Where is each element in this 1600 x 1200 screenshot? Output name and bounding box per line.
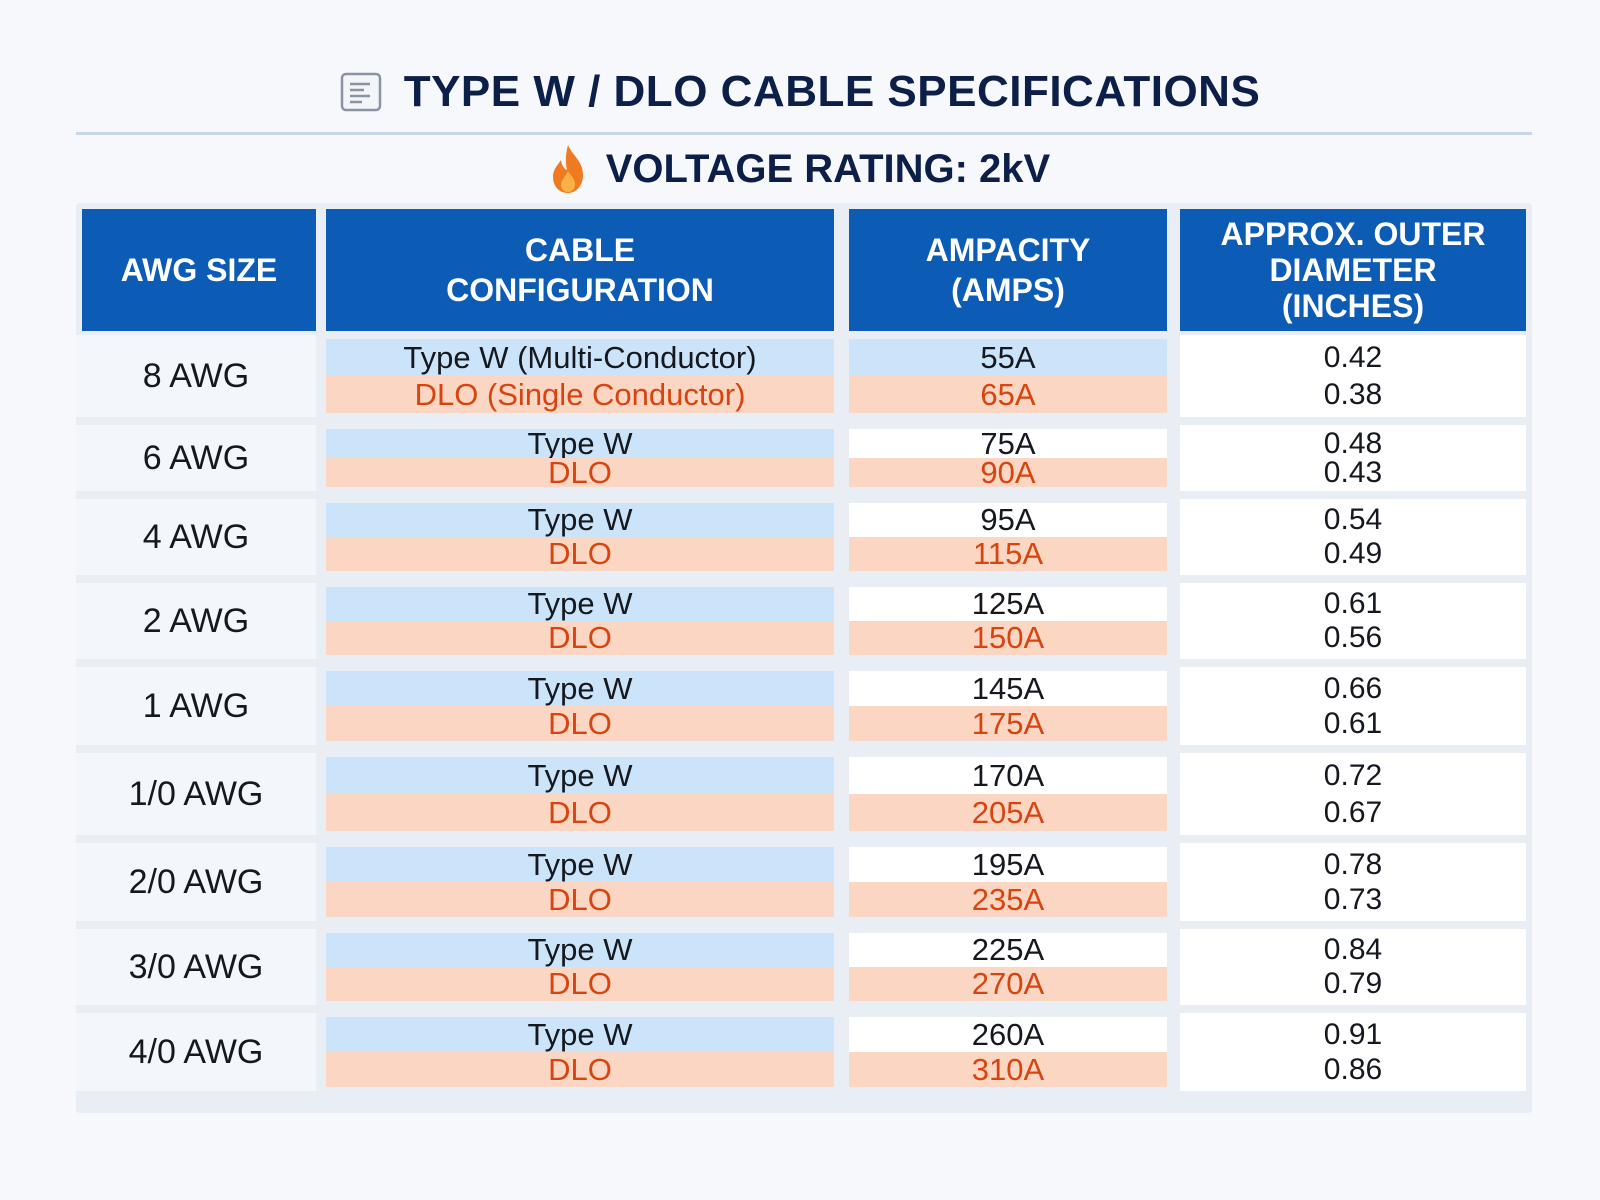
title-divider — [76, 132, 1532, 135]
config-dlo-cell: DLO — [326, 966, 834, 1001]
config-dlo-cell: DLO — [326, 882, 834, 917]
ampacity-type-w-cell: 125A — [849, 586, 1167, 621]
ampacity-type-w-cell: 260A — [849, 1017, 1167, 1052]
header-ampacity: AMPACITY (AMPS) — [849, 209, 1167, 331]
awg-size-cell: 1/0 AWG — [76, 753, 316, 835]
table-row: 3/0 AWG Type W DLO 225A 270A 0.84 0.79 — [76, 929, 1532, 1005]
config-dlo-cell: DLO — [326, 455, 834, 490]
table-row: 2/0 AWG Type W DLO 195A 235A 0.78 0.73 — [76, 843, 1532, 921]
awg-size-cell: 8 AWG — [76, 335, 316, 417]
od-dlo-value: 0.86 — [1323, 1053, 1383, 1086]
ampacity-type-w-cell: 75A — [849, 426, 1167, 461]
od-dlo-value: 0.73 — [1323, 883, 1383, 916]
ampacity-type-w-cell: 55A — [849, 339, 1167, 376]
config-type-w-cell: Type W — [326, 502, 834, 537]
config-dlo-cell: DLO — [326, 794, 834, 831]
subtitle-row: VOLTAGE RATING: 2kV — [0, 140, 1600, 198]
awg-size-cell: 1 AWG — [76, 667, 316, 745]
table-row: 4 AWG Type W DLO 95A 115A 0.54 0.49 — [76, 499, 1532, 575]
awg-size-cell: 3/0 AWG — [76, 929, 316, 1005]
config-type-w-cell: Type W (Multi-Conductor) — [326, 339, 834, 376]
ampacity-dlo-cell: 270A — [849, 966, 1167, 1001]
od-type-w-value: 0.61 — [1323, 587, 1383, 620]
table-row: 6 AWG Type W DLO 75A 90A 0.48 0.43 — [76, 425, 1532, 491]
ampacity-dlo-cell: 175A — [849, 706, 1167, 741]
od-type-w-value: 0.66 — [1323, 672, 1383, 705]
od-type-w-value: 0.72 — [1323, 759, 1383, 792]
od-type-w-value: 0.84 — [1323, 933, 1383, 966]
od-type-w-value: 0.48 — [1323, 427, 1383, 460]
document-icon — [340, 72, 382, 112]
outer-diameter-cell: 0.66 0.61 — [1180, 667, 1526, 745]
awg-size-cell: 4/0 AWG — [76, 1013, 316, 1091]
outer-diameter-cell: 0.48 0.43 — [1180, 425, 1526, 491]
od-dlo-value: 0.56 — [1323, 621, 1383, 654]
od-type-w-value: 0.91 — [1323, 1018, 1383, 1051]
table-row: 8 AWG Type W (Multi-Conductor) DLO (Single… — [76, 335, 1532, 417]
page-title: TYPE W / DLO CABLE SPECIFICATIONS — [403, 67, 1261, 116]
title-row: TYPE W / DLO CABLE SPECIFICATIONS — [0, 62, 1600, 122]
outer-diameter-cell: 0.84 0.79 — [1180, 929, 1526, 1005]
config-type-w-cell: Type W — [326, 426, 834, 461]
ampacity-dlo-cell: 150A — [849, 620, 1167, 655]
config-dlo-cell: DLO — [326, 706, 834, 741]
config-type-w-cell: Type W — [326, 671, 834, 706]
header-awg-size: AWG SIZE — [82, 209, 316, 331]
outer-diameter-cell: 0.72 0.67 — [1180, 753, 1526, 835]
config-type-w-cell: Type W — [326, 757, 834, 794]
outer-diameter-cell: 0.54 0.49 — [1180, 499, 1526, 575]
outer-diameter-cell: 0.91 0.86 — [1180, 1013, 1526, 1091]
od-dlo-value: 0.67 — [1323, 796, 1383, 829]
header-cable-configuration-label: CABLE CONFIGURATION — [446, 232, 714, 308]
ampacity-type-w-cell: 225A — [849, 932, 1167, 967]
outer-diameter-cell: 0.61 0.56 — [1180, 583, 1526, 659]
config-dlo-cell: DLO — [326, 536, 834, 571]
table-row: 4/0 AWG Type W DLO 260A 310A 0.91 0.86 — [76, 1013, 1532, 1091]
spec-table: AWG SIZE CABLE CONFIGURATION AMPACITY (A… — [76, 203, 1532, 1113]
awg-size-cell: 6 AWG — [76, 425, 316, 491]
header-outer-diameter-label: APPROX. OUTER DIAMETER (INCHES) — [1220, 216, 1486, 324]
table-row: 2 AWG Type W DLO 125A 150A 0.61 0.56 — [76, 583, 1532, 659]
od-dlo-value: 0.38 — [1323, 378, 1383, 411]
ampacity-dlo-cell: 115A — [849, 536, 1167, 571]
ampacity-dlo-cell: 235A — [849, 882, 1167, 917]
od-type-w-value: 0.42 — [1323, 341, 1383, 374]
od-dlo-value: 0.43 — [1323, 456, 1383, 489]
table-row: 1/0 AWG Type W DLO 170A 205A 0.72 0.67 — [76, 753, 1532, 835]
awg-size-cell: 4 AWG — [76, 499, 316, 575]
ampacity-dlo-cell: 65A — [849, 376, 1167, 413]
ampacity-type-w-cell: 145A — [849, 671, 1167, 706]
voltage-rating: VOLTAGE RATING: 2kV — [605, 146, 1051, 191]
header-cable-configuration: CABLE CONFIGURATION — [326, 209, 834, 331]
ampacity-dlo-cell: 90A — [849, 455, 1167, 490]
awg-size-cell: 2 AWG — [76, 583, 316, 659]
flame-icon — [550, 143, 586, 195]
header-ampacity-label: AMPACITY (AMPS) — [925, 232, 1091, 308]
od-dlo-value: 0.61 — [1323, 707, 1383, 740]
ampacity-type-w-cell: 95A — [849, 502, 1167, 537]
ampacity-type-w-cell: 195A — [849, 847, 1167, 882]
od-type-w-value: 0.54 — [1323, 503, 1383, 536]
outer-diameter-cell: 0.42 0.38 — [1180, 335, 1526, 417]
ampacity-dlo-cell: 205A — [849, 794, 1167, 831]
ampacity-type-w-cell: 170A — [849, 757, 1167, 794]
ampacity-dlo-cell: 310A — [849, 1052, 1167, 1087]
config-type-w-cell: Type W — [326, 1017, 834, 1052]
config-type-w-cell: Type W — [326, 932, 834, 967]
od-type-w-value: 0.78 — [1323, 848, 1383, 881]
outer-diameter-cell: 0.78 0.73 — [1180, 843, 1526, 921]
table-row: 1 AWG Type W DLO 145A 175A 0.66 0.61 — [76, 667, 1532, 745]
config-dlo-cell: DLO — [326, 1052, 834, 1087]
header-outer-diameter: APPROX. OUTER DIAMETER (INCHES) — [1180, 209, 1526, 331]
config-dlo-cell: DLO — [326, 620, 834, 655]
od-dlo-value: 0.49 — [1323, 537, 1383, 570]
od-dlo-value: 0.79 — [1323, 967, 1383, 1000]
config-type-w-cell: Type W — [326, 847, 834, 882]
awg-size-cell: 2/0 AWG — [76, 843, 316, 921]
config-dlo-cell: DLO (Single Conductor) — [326, 376, 834, 413]
config-type-w-cell: Type W — [326, 586, 834, 621]
